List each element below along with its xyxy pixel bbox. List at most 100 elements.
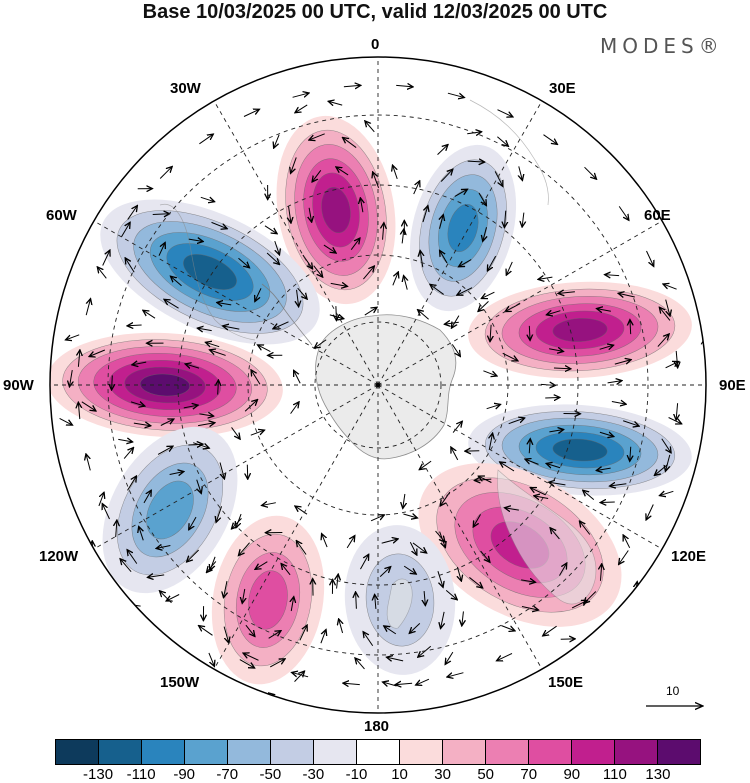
wind-arrow-rim	[544, 625, 557, 635]
wind-arrow	[608, 618, 620, 630]
wind-arrow	[420, 460, 432, 472]
contour-line	[518, 303, 642, 357]
wind-arrow	[208, 652, 216, 665]
wind-arrow	[335, 575, 339, 589]
wind-arrow	[440, 168, 452, 182]
contour-level	[140, 374, 190, 396]
wind-arrow-rim	[618, 206, 628, 219]
wind-arrow	[445, 590, 458, 599]
wind-arrow-rim	[244, 654, 259, 661]
wind-arrow	[437, 143, 448, 155]
wind-arrow	[198, 328, 212, 330]
colorbar-tick-label: 30	[434, 766, 451, 783]
wind-arrow	[412, 542, 426, 554]
colorbar-tick-label: 110	[602, 766, 627, 783]
wind-arrow	[295, 541, 307, 555]
colorbar-tick-label: 70	[520, 766, 538, 783]
contour-line	[93, 353, 237, 417]
wind-arrow	[385, 626, 397, 635]
wind-arrow-rim	[199, 135, 212, 145]
wind-arrow	[291, 598, 293, 612]
lon-label-120e: 120E	[671, 548, 707, 565]
wind-arrow-rim	[497, 109, 513, 117]
lon-label-30e: 30E	[549, 80, 576, 97]
wind-arrow	[295, 104, 308, 112]
wind-arrow	[210, 556, 216, 570]
wind-arrow	[508, 417, 524, 425]
colorbar-tick-label: 10	[391, 766, 408, 783]
contour-line	[365, 553, 435, 647]
reference-vector-label: 10	[666, 684, 680, 698]
wind-arrow	[422, 206, 428, 223]
vector-ring-4	[32, 319, 301, 450]
wind-arrow	[123, 447, 133, 459]
wind-arrow-rim	[243, 110, 259, 117]
wind-arrow	[660, 490, 674, 496]
wind-arrow	[559, 292, 575, 294]
contour-line	[501, 296, 659, 364]
wind-arrow	[32, 356, 40, 368]
colorbar-tick-label: -30	[302, 766, 325, 783]
wind-arrow	[118, 560, 132, 573]
wind-arrow	[489, 434, 492, 450]
wind-arrow-rim	[676, 403, 677, 419]
wind-arrow	[231, 427, 242, 438]
wind-arrow	[218, 381, 219, 395]
wind-arrow-rim	[498, 653, 513, 661]
lon-label-150e: 150E	[548, 674, 584, 691]
wind-arrow	[661, 438, 672, 452]
wind-arrow-rim	[159, 167, 171, 179]
wind-vectors	[32, 85, 706, 706]
wind-arrow	[549, 429, 562, 433]
colorbar-swatch	[528, 740, 571, 764]
wind-arrow-rim	[676, 350, 677, 367]
wind-arrow	[418, 645, 432, 656]
wind-arrow-rim	[128, 551, 138, 564]
wind-arrow	[250, 430, 264, 436]
lon-label-180: 180	[364, 718, 390, 735]
wind-arrow	[483, 227, 487, 240]
vector-ring-0	[252, 92, 419, 329]
contour-level	[146, 481, 194, 539]
wind-arrow	[313, 265, 325, 277]
wind-arrow	[228, 685, 241, 694]
wind-arrow	[521, 602, 538, 614]
wind-arrow	[291, 289, 304, 306]
wind-arrow	[401, 277, 411, 290]
wind-arrow	[274, 321, 289, 332]
lon-label-120w: 120W	[39, 548, 79, 565]
wind-arrow	[664, 284, 677, 290]
wind-arrow	[189, 516, 197, 529]
graticule	[50, 57, 706, 713]
wind-arrow-rim	[666, 299, 670, 316]
colorbar-swatch	[485, 740, 528, 764]
wind-arrow	[403, 565, 415, 574]
wind-arrow	[323, 244, 335, 254]
wind-arrow	[500, 462, 515, 472]
wind-arrow	[127, 477, 135, 491]
contour-line	[294, 144, 378, 276]
wind-arrow	[255, 288, 262, 300]
wind-arrow	[577, 522, 591, 535]
wind-arrow	[188, 236, 202, 245]
wind-arrow	[597, 467, 611, 471]
wind-arrow	[698, 467, 706, 479]
wind-arrow	[614, 360, 631, 364]
wind-arrow	[417, 310, 429, 320]
wind-arrow	[238, 257, 250, 267]
wind-arrow	[143, 491, 151, 504]
wind-arrow	[560, 633, 575, 645]
meridian	[213, 384, 379, 670]
colorbar-swatch	[614, 740, 657, 764]
wind-arrow-rim	[344, 683, 360, 684]
wind-arrow	[244, 400, 257, 412]
wind-arrow	[148, 569, 165, 584]
colorbar-tick-label: -110	[126, 766, 156, 783]
wind-arrow	[409, 622, 421, 632]
wind-arrow	[133, 423, 150, 426]
wind-arrow-rim	[396, 85, 412, 86]
wind-arrow-rim	[78, 351, 79, 367]
contour-line	[139, 373, 191, 397]
wind-arrow	[293, 371, 301, 384]
colorbar-tick-label: -70	[216, 766, 239, 783]
